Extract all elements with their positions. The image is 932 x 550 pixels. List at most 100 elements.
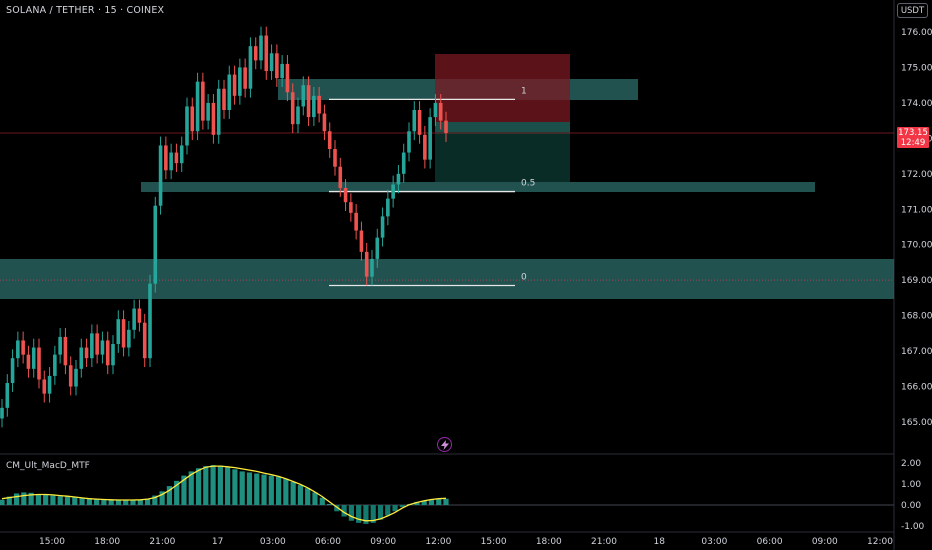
candle-body (354, 212, 358, 231)
candle-body (285, 63, 290, 93)
indicator-tick-label: 1.00 (901, 480, 921, 490)
candle-body (253, 46, 258, 61)
candle-body (438, 102, 443, 121)
candle-body (333, 149, 337, 167)
macd-bar (283, 478, 289, 505)
macd-bar (57, 496, 63, 505)
candle-body (423, 134, 427, 160)
candle-body (58, 336, 62, 355)
macd-bar (319, 497, 325, 505)
symbol-title[interactable]: SOLANA / TETHER · 15 · COINEX (6, 5, 165, 16)
time-tick-label: 12:00 (867, 537, 893, 547)
macd-bar (428, 499, 435, 505)
stop-loss-box[interactable] (435, 54, 570, 122)
macd-bar (144, 498, 151, 505)
candle-body (195, 81, 200, 132)
macd-bar (341, 505, 347, 517)
macd-bar (108, 499, 114, 505)
candle-body (47, 375, 52, 394)
candle-body (185, 106, 189, 146)
candle-body (407, 131, 411, 153)
candle-body (153, 205, 158, 284)
time-tick-label: 21:00 (149, 537, 175, 547)
lightning-bolt-icon[interactable] (437, 437, 452, 452)
macd-bar (312, 492, 318, 505)
candle-body (375, 237, 380, 259)
macd-bar (72, 497, 78, 505)
mid-zone[interactable] (141, 182, 815, 192)
candle-body (90, 333, 94, 359)
candle-body (16, 340, 20, 359)
time-tick-label: 06:00 (757, 537, 783, 547)
candle-body (5, 383, 10, 408)
candle-body (338, 166, 343, 188)
candle-body (396, 173, 401, 185)
macd-bar (159, 491, 165, 505)
macd-bar (203, 466, 209, 505)
candle-body (206, 102, 210, 121)
indicator-name[interactable]: CM_Ult_MacD_MTF (6, 461, 90, 471)
macd-bar (363, 505, 369, 524)
price-tick-label: 168.00 (901, 312, 932, 322)
price-tick-label: 175.00 (901, 63, 932, 73)
candle-body (359, 230, 364, 252)
candle-body (364, 251, 369, 277)
candlestick-series[interactable] (0, 26, 448, 428)
macd-bar (254, 473, 260, 505)
candle-body (216, 88, 221, 135)
time-tick-label: 18 (653, 537, 665, 547)
macd-bar (290, 481, 296, 505)
time-axis[interactable]: 15:00 18:00 21:00 17 03:00 06:00 09:00 12:00 15:… (39, 537, 893, 547)
candle-body (312, 95, 316, 118)
currency-button[interactable]: USDT (897, 3, 928, 18)
candle-body (280, 63, 284, 79)
indicator-tick-label: 2.00 (901, 459, 921, 469)
candle-body (380, 216, 385, 238)
candle-body (10, 358, 15, 383)
candle-body (306, 85, 311, 118)
time-tick-label: 03:00 (260, 537, 286, 547)
macd-bar (356, 505, 362, 523)
candle-body (84, 347, 89, 359)
macd-bar (421, 500, 427, 505)
candle-body (142, 322, 147, 359)
macd-bar (21, 492, 27, 505)
macd-bar (6, 496, 12, 505)
candle-body (322, 113, 327, 132)
macd-bar (94, 498, 100, 505)
price-tick-label: 176.00 (901, 28, 932, 38)
macd-bar (174, 480, 180, 505)
macd-bar (305, 488, 311, 505)
demand-zone[interactable] (0, 259, 894, 299)
candle-body (174, 152, 179, 164)
macd-bar (436, 499, 442, 505)
candle-body (412, 110, 417, 132)
candle-body (137, 308, 142, 323)
fibonacci-retracement[interactable]: 1 0.5 0 (329, 86, 535, 287)
candle-body (63, 336, 68, 366)
candle-body (100, 340, 105, 355)
price-tick-label: 169.00 (901, 276, 932, 286)
candle-body (79, 347, 84, 369)
price-axis[interactable]: 165.00 166.00 167.00 168.00 169.00 170.00 171.… (901, 28, 932, 428)
time-tick-label: 17 (212, 537, 223, 547)
candle-body (264, 35, 269, 71)
macd-bar (166, 486, 173, 505)
indicator-axis: 2.00 1.00 0.00 -1.00 (901, 459, 925, 532)
candle-body (386, 198, 390, 217)
candle-body (132, 308, 136, 330)
indicator-tick-label: -1.00 (901, 522, 925, 532)
price-tick-label: 170.00 (901, 241, 932, 251)
candle-body (95, 333, 99, 355)
price-tick-label: 167.00 (901, 347, 932, 357)
macd-bar (414, 501, 420, 505)
candle-body (179, 145, 184, 164)
candle-body (275, 53, 279, 79)
price-tick-label: 171.00 (901, 205, 932, 215)
macd-bar (297, 485, 304, 505)
macd-bar (101, 499, 107, 505)
candle-body (37, 347, 41, 380)
macd-bar (370, 505, 376, 523)
macd-bar (50, 495, 56, 505)
